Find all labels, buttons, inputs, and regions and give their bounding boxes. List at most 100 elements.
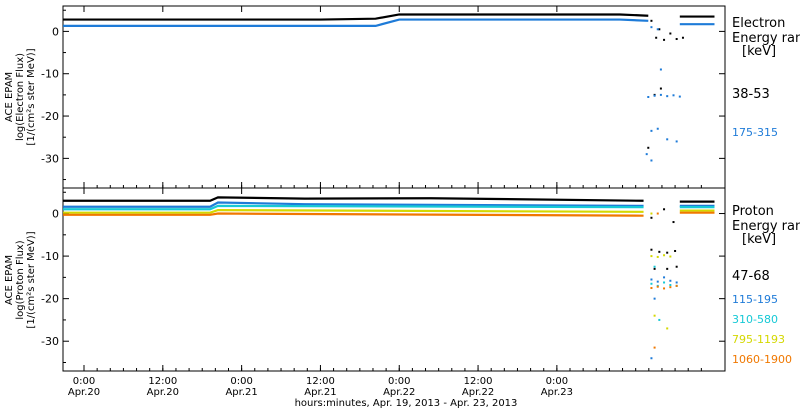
panel-0-series-0-point-2 — [658, 28, 661, 31]
proton-panel: ACE EPAM log(Proton Flux) [1/(cm²s ster … — [4, 187, 800, 372]
electron-legend-series-2: 175-315 — [732, 126, 778, 139]
xtick-time-label-0: 0:00 — [73, 376, 95, 387]
panel-1-series-0-baseline — [63, 196, 644, 202]
panel-1-series-4-point-2 — [663, 287, 666, 290]
panel-1-series-2-point-3 — [669, 284, 672, 287]
proton-legend-series-5: 1060-1900 — [732, 353, 792, 366]
proton-legend-series-3: 310-580 — [732, 313, 778, 326]
panel-0-series-1-point-8 — [656, 28, 659, 31]
panel-0-series-1-point-9 — [650, 129, 653, 132]
panel-1-series-3-baseline — [63, 209, 644, 214]
panel-0-series-0-point-0 — [650, 19, 653, 22]
xtick-date-label-5: Apr.22 — [462, 387, 494, 398]
panel-0-series-1-point-10 — [656, 127, 659, 130]
panel-1-series-0-point-8 — [666, 267, 669, 270]
panel-0-frame — [62, 5, 726, 189]
panel-1-series-3-point-0 — [650, 255, 653, 258]
panel-1-series-2-point-2 — [663, 281, 666, 284]
xtick-time-label-5: 12:00 — [464, 376, 493, 387]
panel-1-series-1-point-3 — [669, 279, 672, 282]
panel-1-series-0-point-4 — [650, 216, 653, 219]
panel-1-series-2-point-0 — [650, 282, 653, 285]
xtick-date-label-1: Apr.20 — [147, 387, 179, 398]
panel-0-series-1-point-11 — [666, 138, 669, 141]
panel-1-frame — [62, 187, 726, 372]
electron-legend-title-2: Energy ran — [732, 31, 800, 46]
panel-0-series-0-baseline — [63, 13, 649, 21]
electron-legend-title-1: Electron — [732, 16, 785, 31]
panel-0-series-1-point-3 — [666, 95, 669, 98]
panel-1-series-0-point-7 — [653, 267, 656, 270]
panel-1-series-3-point-4 — [653, 314, 656, 317]
electron-legend-series-1: 38-53 — [732, 87, 770, 102]
panel-1-series-1-point-0 — [650, 278, 653, 281]
panel-0-series-1-point-6 — [659, 68, 662, 71]
proton-ylabel-line-1: ACE EPAM — [4, 255, 15, 305]
panel-1-series-2-point-6 — [658, 318, 661, 321]
electron-panel: ACE EPAM log(Electron Flux) [1/(cm²s ste… — [4, 5, 800, 189]
xtick-time-label-6: 0:00 — [546, 376, 568, 387]
panel-1-series-4-point-5 — [653, 346, 656, 349]
panel-1-series-1-point-1 — [656, 280, 659, 283]
electron-ylabel-line-2: log(Electron Flux) — [15, 53, 26, 141]
xtick-date-label-0: Apr.20 — [68, 387, 100, 398]
panel-1-series-0-point-2 — [666, 251, 669, 254]
panel-1-series-0-point-6 — [672, 221, 675, 224]
panel-0-series-1-point-7 — [650, 26, 653, 29]
panel-1-ytick-label-1: -10 — [41, 250, 59, 263]
panel-1-series-4-point-3 — [669, 286, 672, 289]
panel-0-series-0-point-8 — [647, 146, 650, 149]
panel-1-series-1-point-6 — [650, 357, 653, 360]
panel-1-series-1-point-5 — [653, 297, 656, 300]
panel-0-series-1-point-1 — [653, 94, 656, 97]
proton-legend-series-1: 47-68 — [732, 269, 770, 284]
proton-legend-title-2: Energy ran — [732, 219, 800, 234]
panel-1-series-4-point-6 — [656, 212, 659, 215]
panel-1-series-3-point-2 — [663, 254, 666, 257]
panel-0-ytick-label-1: -10 — [41, 68, 59, 81]
panel-0-ytick-label-2: -20 — [41, 110, 59, 123]
panel-0-series-0-point-1 — [655, 36, 658, 39]
panel-0-series-1-point-5 — [678, 95, 681, 98]
x-axis-label: hours:minutes, Apr. 19, 2013 - Apr. 23, … — [295, 398, 518, 409]
proton-ylabel-line-2: log(Proton Flux) — [15, 240, 26, 319]
panel-1-ytick-label-2: -20 — [41, 293, 59, 306]
electron-ylabel-line-3: [1/(cm²s ster MeV)] — [26, 48, 37, 145]
electron-legend-title-3: [keV] — [742, 44, 776, 59]
panel-1-series-3-point-3 — [669, 255, 672, 258]
panel-0-series-1-point-0 — [647, 96, 650, 98]
panel-0-series-0-point-7 — [659, 87, 662, 90]
panel-0-series-1-point-4 — [672, 94, 675, 97]
xtick-date-label-3: Apr.21 — [304, 387, 336, 398]
panel-1-series-3-point-6 — [650, 212, 653, 215]
panel-1-series-0-point-1 — [658, 250, 661, 253]
panel-0-series-1-point-13 — [645, 153, 648, 156]
panel-1-ytick-label-3: -30 — [41, 335, 59, 348]
proton-ylabel-line-3: [1/(cm²s ster MeV)] — [26, 231, 37, 328]
panel-1-series-4-baseline — [63, 212, 644, 217]
proton-legend-title-1: Proton — [732, 204, 774, 219]
panel-0-series-0-point-3 — [663, 38, 666, 41]
panel-0-series-1-baseline — [63, 18, 649, 27]
panel-1-series-0-point-5 — [663, 208, 666, 211]
panel-0-series-1-point-14 — [650, 159, 653, 162]
panel-1-ytick-label-0: 0 — [52, 208, 59, 221]
panel-0-series-0-point-4 — [669, 32, 672, 35]
panel-0-ytick-label-0: 0 — [52, 25, 59, 38]
xtick-time-label-4: 0:00 — [388, 376, 410, 387]
xtick-time-label-3: 12:00 — [306, 376, 335, 387]
xtick-time-label-1: 12:00 — [148, 376, 177, 387]
panel-1-series-2-baseline — [63, 204, 644, 211]
panel-0-series-0-point-5 — [675, 38, 678, 41]
panel-1-series-4-point-0 — [650, 287, 653, 290]
xtick-date-label-2: Apr.21 — [225, 387, 257, 398]
panel-1-series-0-point-0 — [650, 248, 653, 251]
panel-1-series-0-point-9 — [675, 265, 678, 268]
panel-1-series-1-point-4 — [675, 281, 678, 284]
proton-legend-series-2: 115-195 — [732, 293, 778, 306]
xtick-date-label-4: Apr.22 — [383, 387, 415, 398]
panel-1-series-0-point-3 — [674, 249, 677, 252]
panel-0-series-0-point-6 — [681, 36, 684, 39]
xtick-date-label-6: Apr.23 — [541, 387, 573, 398]
panel-1-series-3-point-5 — [666, 327, 669, 330]
